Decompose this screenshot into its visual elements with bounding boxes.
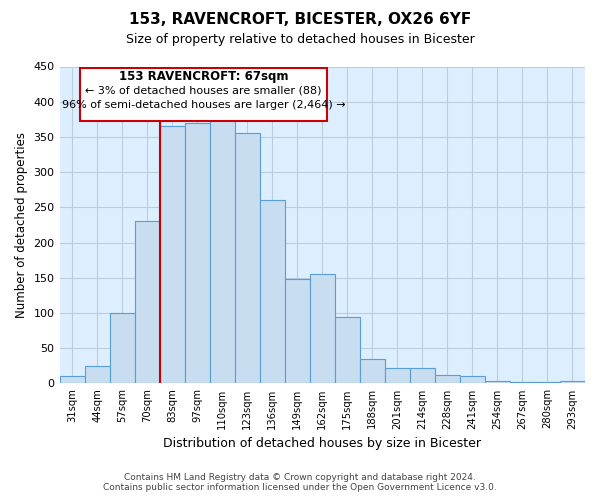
Text: 153 RAVENCROFT: 67sqm: 153 RAVENCROFT: 67sqm [119,70,288,83]
Bar [310,274,335,384]
Y-axis label: Number of detached properties: Number of detached properties [15,132,28,318]
Bar [385,368,410,384]
Bar [285,279,310,384]
FancyBboxPatch shape [80,68,327,122]
Bar [360,359,385,384]
X-axis label: Distribution of detached houses by size in Bicester: Distribution of detached houses by size … [163,437,481,450]
Bar [160,126,185,384]
Bar [560,382,585,384]
Bar [85,366,110,384]
Text: Size of property relative to detached houses in Bicester: Size of property relative to detached ho… [125,32,475,46]
Bar [59,376,85,384]
Bar [260,200,285,384]
Bar [460,376,485,384]
Bar [335,316,360,384]
Bar [185,123,209,384]
Text: ← 3% of detached houses are smaller (88): ← 3% of detached houses are smaller (88) [85,86,322,96]
Bar [410,368,435,384]
Text: 153, RAVENCROFT, BICESTER, OX26 6YF: 153, RAVENCROFT, BICESTER, OX26 6YF [129,12,471,28]
Bar [209,120,235,384]
Bar [235,134,260,384]
Bar [134,222,160,384]
Bar [535,382,560,384]
Bar [485,382,510,384]
Bar [110,313,134,384]
Text: 96% of semi-detached houses are larger (2,464) →: 96% of semi-detached houses are larger (… [62,100,345,110]
Text: Contains HM Land Registry data © Crown copyright and database right 2024.
Contai: Contains HM Land Registry data © Crown c… [103,473,497,492]
Bar [435,375,460,384]
Bar [510,382,535,384]
